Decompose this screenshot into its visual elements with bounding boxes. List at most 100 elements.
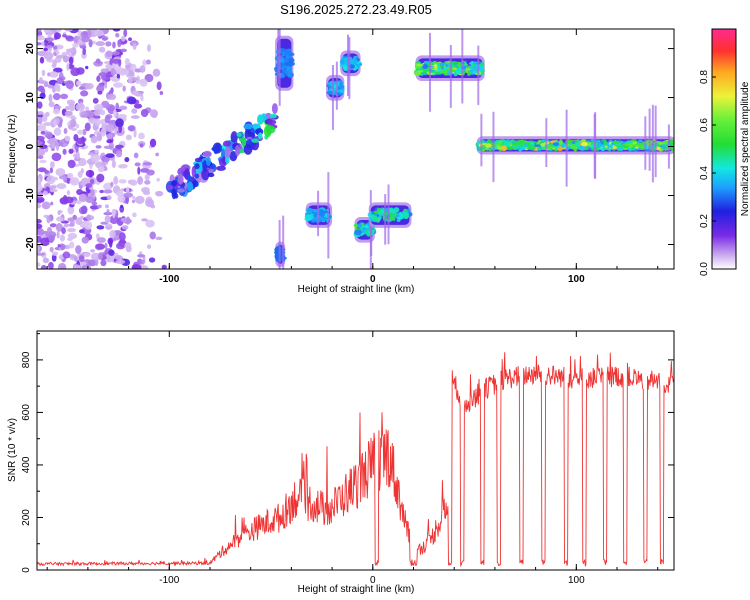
spectrogram-cell bbox=[321, 217, 326, 221]
spectrogram-cell bbox=[70, 116, 77, 121]
spectrogram-cell bbox=[658, 141, 664, 145]
spectrogram-cell bbox=[42, 190, 48, 196]
spectrogram-cell bbox=[63, 244, 71, 250]
spectrogram-cell bbox=[37, 155, 44, 160]
spectrogram-cell bbox=[41, 69, 46, 77]
spectrogram-cell bbox=[81, 35, 90, 43]
spectrogram-cell bbox=[56, 77, 64, 85]
spectrogram-cell bbox=[257, 114, 264, 125]
chart-title: S196.2025.272.23.49.R05 bbox=[280, 2, 432, 17]
spectrogram-cell bbox=[89, 178, 95, 185]
spectrogram-cell bbox=[202, 150, 212, 158]
spectrogram-cell bbox=[39, 56, 45, 64]
snr-series-line bbox=[37, 352, 674, 568]
spectrogram-cell bbox=[43, 51, 54, 61]
spectrogram-cell bbox=[49, 188, 58, 193]
spectrogram-x-tick-label: 100 bbox=[568, 274, 585, 285]
spectrogram-cell bbox=[47, 29, 55, 36]
spectrogram-cell bbox=[88, 117, 97, 124]
spectrogram-cell bbox=[257, 132, 263, 140]
spectrogram-cell bbox=[229, 151, 238, 162]
spectrogram-cell bbox=[416, 63, 424, 67]
spectrogram-cell bbox=[558, 139, 563, 146]
spectrogram-cell bbox=[117, 114, 128, 119]
spectrogram-cell bbox=[396, 219, 401, 222]
spectrogram-cell bbox=[61, 227, 66, 235]
spectrogram-feature-4 bbox=[304, 172, 333, 259]
spectrogram-cell bbox=[609, 143, 613, 150]
spectrogram-cell bbox=[318, 211, 326, 217]
spectrogram-cell bbox=[64, 105, 71, 111]
spectrogram-cell bbox=[55, 168, 66, 177]
spectrogram-cell bbox=[106, 139, 113, 144]
spectrogram-cell bbox=[96, 237, 107, 244]
spectrogram-cell bbox=[118, 163, 128, 169]
spectrogram-feature-8 bbox=[367, 184, 413, 245]
spectrogram-cell bbox=[115, 242, 126, 250]
spectrogram-cell bbox=[49, 246, 54, 253]
spectrogram-cell bbox=[77, 171, 83, 178]
spectrogram-cell bbox=[236, 132, 242, 137]
spectrogram-cell bbox=[129, 179, 138, 186]
spectrogram-cell bbox=[79, 45, 87, 49]
spectrogram-cell bbox=[37, 148, 46, 157]
spectrogram-cell bbox=[120, 48, 127, 53]
spectrogram-cell bbox=[47, 261, 54, 269]
spectrogram-cell bbox=[69, 241, 75, 249]
spectrogram-cell bbox=[528, 144, 534, 150]
spectrogram-cell bbox=[55, 223, 63, 232]
spectrogram-cell bbox=[139, 79, 148, 87]
spectrogram-cell bbox=[82, 128, 87, 136]
spectrogram-cell bbox=[80, 215, 84, 220]
spectrogram-cell bbox=[156, 81, 162, 91]
spectrogram-cell bbox=[105, 253, 115, 263]
spectrogram-cell bbox=[37, 167, 47, 173]
spectrogram-cell bbox=[49, 223, 57, 228]
spectrogram-cell bbox=[339, 59, 346, 65]
spectrogram-cell bbox=[267, 119, 277, 125]
spectrogram-cell bbox=[110, 68, 116, 76]
spectrogram-x-tick-label: -100 bbox=[159, 274, 179, 285]
spectrogram-cell bbox=[123, 29, 128, 38]
spectrogram-cell bbox=[85, 65, 89, 70]
spectrogram-cell bbox=[90, 135, 98, 144]
spectrogram-cell bbox=[51, 63, 57, 68]
spectrogram-cell bbox=[94, 149, 100, 154]
spectrogram-cell bbox=[63, 223, 69, 228]
spectrogram-cell bbox=[115, 150, 123, 158]
spectrogram-cell bbox=[90, 249, 96, 253]
spectrogram-cell bbox=[212, 142, 223, 154]
spectrogram-cell bbox=[53, 67, 63, 73]
spectrogram-cell bbox=[40, 264, 47, 269]
spectrogram-cell bbox=[191, 165, 197, 178]
spectrogram-cell bbox=[62, 33, 68, 38]
spectrogram-cell bbox=[92, 97, 99, 104]
spectrogram-cell bbox=[66, 99, 75, 106]
spectrogram-cell bbox=[84, 122, 91, 132]
spectrogram-x-axis-label: Height of straight line (km) bbox=[298, 284, 415, 295]
spectrogram-cell bbox=[60, 243, 66, 251]
spectrogram-cell bbox=[102, 37, 108, 41]
spectrogram-cell bbox=[205, 156, 211, 167]
spectrogram-cell bbox=[224, 155, 230, 165]
spectrogram-cell bbox=[48, 234, 55, 242]
spectrogram-cell bbox=[52, 251, 59, 256]
spectrogram-cell bbox=[177, 188, 185, 193]
spectrogram-cell bbox=[93, 109, 101, 116]
spectrogram-cell bbox=[100, 221, 108, 225]
spectrogram-cell bbox=[376, 211, 383, 215]
spectrogram-cell bbox=[192, 179, 199, 188]
spectrogram-cell bbox=[62, 143, 69, 147]
spectrogram-cell bbox=[114, 255, 123, 261]
spectrogram-cell bbox=[599, 144, 606, 147]
spectrogram-cell bbox=[62, 251, 71, 259]
spectrogram-cell bbox=[524, 142, 528, 148]
spectrogram-cell bbox=[75, 217, 83, 226]
spectrogram-cell bbox=[137, 254, 146, 258]
spectrogram-cell bbox=[97, 204, 102, 209]
spectrogram-cell bbox=[78, 255, 85, 263]
spectrogram-cell bbox=[64, 29, 74, 32]
spectrogram-cell bbox=[210, 164, 216, 170]
spectrogram-cell bbox=[137, 176, 144, 185]
